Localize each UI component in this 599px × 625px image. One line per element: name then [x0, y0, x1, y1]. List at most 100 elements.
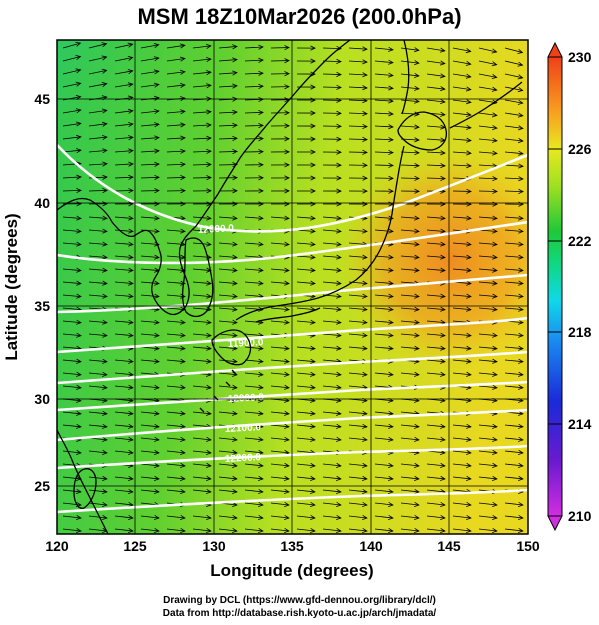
- wind-vector: [426, 86, 445, 90]
- wind-vector: [140, 242, 159, 245]
- wind-vector: [504, 528, 523, 532]
- wind-vector: [296, 255, 315, 258]
- wind-vector-head: [518, 319, 524, 325]
- wind-vector: [166, 294, 185, 297]
- wind-vector-head: [102, 174, 108, 180]
- wind-vector-head: [518, 306, 524, 312]
- wind-vector-head: [284, 188, 290, 194]
- wind-vector: [270, 346, 289, 350]
- colorbar-min-arrow: [547, 515, 563, 532]
- wind-vector-head: [76, 319, 82, 325]
- wind-vector: [400, 229, 419, 232]
- wind-vector-head: [466, 371, 472, 377]
- wind-vector-head: [518, 371, 524, 377]
- wind-vector: [426, 177, 446, 180]
- wind-vector: [348, 346, 367, 350]
- wind-vector: [62, 56, 81, 62]
- wind-vector-head: [232, 410, 238, 416]
- wind-vector: [140, 528, 159, 532]
- wind-vector: [400, 60, 419, 64]
- wind-vector: [452, 125, 471, 129]
- wind-vector-head: [388, 280, 394, 286]
- wind-vector: [452, 528, 471, 532]
- wind-vector-head: [414, 241, 420, 247]
- wind-vector-head: [466, 449, 472, 455]
- wind-vector-head: [414, 137, 420, 143]
- wind-vector-head: [336, 84, 342, 90]
- wind-vector: [114, 450, 133, 454]
- wind-vector-head: [284, 462, 290, 468]
- wind-vector: [348, 138, 368, 140]
- wind-vector: [478, 281, 497, 284]
- wind-vector: [452, 515, 471, 519]
- wind-vector-head: [180, 148, 186, 154]
- wind-vector-head: [336, 462, 342, 468]
- colorbar-scale: [547, 56, 563, 517]
- wind-vector-head: [154, 384, 160, 390]
- wind-vector: [296, 476, 315, 480]
- wind-vector-head: [492, 293, 498, 299]
- x-axis-label: Longitude (degrees): [210, 561, 373, 580]
- wind-vector: [140, 216, 159, 219]
- wind-vector: [62, 136, 81, 140]
- wind-vector: [348, 476, 367, 480]
- wind-vector-head: [76, 241, 82, 247]
- wind-vector-head: [127, 42, 134, 48]
- wind-vector: [166, 411, 185, 415]
- wind-vector-head: [518, 267, 524, 273]
- wind-vector: [478, 346, 497, 350]
- wind-vector-head: [128, 475, 134, 481]
- wind-vector: [296, 528, 315, 532]
- wind-vector-head: [206, 56, 212, 63]
- wind-vector: [374, 515, 393, 519]
- wind-vector-head: [284, 215, 290, 221]
- wind-vector: [322, 320, 341, 324]
- wind-vector-head: [517, 99, 524, 105]
- wind-vector-head: [180, 82, 186, 88]
- wind-vector-head: [388, 254, 394, 260]
- wind-vector: [270, 385, 289, 389]
- wind-vector-head: [465, 60, 472, 66]
- wind-vector: [62, 359, 81, 363]
- wind-vector: [218, 528, 237, 532]
- wind-vector: [166, 528, 185, 532]
- wind-vector-head: [154, 188, 160, 194]
- wind-vector-head: [258, 384, 264, 390]
- wind-vector-head: [310, 228, 316, 234]
- wind-vector: [348, 60, 367, 63]
- wind-vector: [478, 73, 497, 78]
- wind-vector: [426, 138, 445, 141]
- wind-vector: [504, 112, 523, 117]
- wind-vector-head: [284, 241, 290, 247]
- wind-vector-head: [388, 59, 394, 65]
- sakhalin-coast: [401, 40, 410, 115]
- wind-vector: [62, 346, 81, 350]
- wind-vector-head: [258, 215, 264, 221]
- wind-vector-head: [206, 148, 212, 154]
- wind-vector-head: [440, 358, 446, 364]
- wind-vector-head: [518, 188, 524, 194]
- wind-vector-head: [102, 501, 108, 508]
- wind-vector-head: [180, 332, 186, 338]
- wind-vector-head: [362, 162, 368, 168]
- wind-vector: [270, 424, 289, 428]
- wind-vector-head: [284, 528, 290, 534]
- wind-vector-head: [180, 161, 186, 167]
- wind-vector-head: [75, 81, 82, 87]
- wind-vector: [114, 489, 133, 493]
- wind-vector-head: [258, 44, 264, 50]
- wind-vector-head: [414, 124, 420, 130]
- wind-vector: [426, 437, 445, 441]
- wind-vector: [218, 151, 238, 153]
- wind-vector: [400, 476, 419, 480]
- wind-vector: [114, 320, 133, 324]
- wind-vector-head: [414, 345, 420, 351]
- wind-vector-head: [414, 436, 420, 442]
- wind-vector: [192, 333, 211, 337]
- wind-vector: [88, 359, 107, 363]
- wind-vector-head: [310, 410, 316, 416]
- wind-vector: [478, 463, 497, 467]
- wind-vector: [348, 229, 367, 232]
- wind-vector-head: [206, 228, 212, 234]
- wind-vector: [192, 359, 211, 363]
